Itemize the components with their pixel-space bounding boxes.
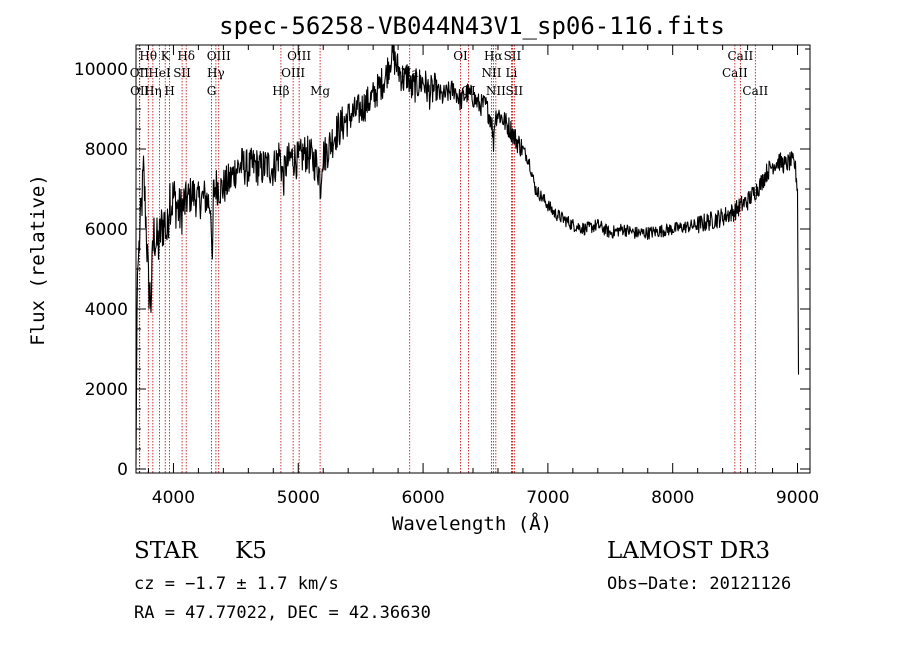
line-label-4: HeI xyxy=(148,66,171,80)
x-axis-label: Wavelength (Å) xyxy=(392,512,552,535)
line-label-21: NII xyxy=(486,84,506,98)
subclass-label: K5 xyxy=(235,538,267,564)
y-tick-label-4: 8000 xyxy=(85,140,128,160)
x-tick-label-1: 5000 xyxy=(277,488,320,508)
x-tick-label-2: 6000 xyxy=(401,488,444,508)
line-label-17: OI xyxy=(453,49,468,63)
line-label-0: Hθ xyxy=(139,49,157,63)
line-label-11: G xyxy=(207,84,217,98)
line-label-27: CaII xyxy=(742,84,768,98)
spectral-line-labels: Hθ OII OII K HeI Hη SII H Hδ OIII Hγ G Hβ OIII OIII Mg N… xyxy=(130,49,769,98)
line-label-10: Hγ xyxy=(207,66,225,80)
spectral-line-markers xyxy=(138,45,756,473)
y-tick-label-1: 2000 xyxy=(85,380,128,400)
y-axis-label: Flux (relative) xyxy=(27,174,49,346)
survey-label: LAMOST DR3 xyxy=(607,538,771,564)
line-label-13: OIII xyxy=(287,49,311,63)
line-label-25: CaII xyxy=(727,49,753,63)
line-label-15: Mg xyxy=(310,84,330,98)
y-tick-label-2: 4000 xyxy=(85,300,128,320)
line-label-8: Hδ xyxy=(177,49,195,63)
chart-title: spec-56258-VB044N43V1_sp06-116.fits xyxy=(219,12,725,40)
line-label-5: Hη xyxy=(144,84,162,98)
class-label: STAR xyxy=(134,538,198,564)
line-label-19: Hα xyxy=(484,49,503,63)
y-axis: 0 2000 4000 6000 8000 10000 xyxy=(74,48,810,480)
line-label-1: OII xyxy=(130,66,150,80)
x-tick-label-3: 7000 xyxy=(526,488,569,508)
coordinates-label: RA = 47.77022, DEC = 42.36630 xyxy=(134,603,431,623)
x-tick-label-0: 4000 xyxy=(152,488,195,508)
line-label-20: NII xyxy=(481,66,501,80)
plot-frame xyxy=(135,44,811,474)
object-class: STAR K5 xyxy=(134,538,267,564)
line-label-6: SII xyxy=(173,66,191,80)
spectrum-series-line xyxy=(135,45,800,466)
y-tick-label-0: 0 xyxy=(117,460,128,480)
line-label-22: SII xyxy=(504,49,522,63)
line-label-14: OIII xyxy=(281,66,305,80)
line-label-12: Hβ xyxy=(272,84,289,98)
line-label-2: OII xyxy=(130,84,150,98)
redshift-label: cz = −1.7 ± 1.7 km/s xyxy=(134,574,339,594)
line-label-24: SII xyxy=(505,84,523,98)
x-tick-label-4: 8000 xyxy=(651,488,694,508)
line-label-26: CaII xyxy=(722,66,748,80)
line-label-23: Li xyxy=(506,66,518,80)
x-axis: 4000 5000 6000 7000 8000 9000 xyxy=(147,45,819,508)
line-label-9: OIII xyxy=(207,49,231,63)
line-label-3: K xyxy=(161,49,171,63)
obs-date-label: Obs−Date: 20121126 xyxy=(607,574,792,594)
x-tick-label-5: 9000 xyxy=(776,488,819,508)
y-tick-label-5: 10000 xyxy=(74,60,128,80)
y-tick-label-3: 6000 xyxy=(85,220,128,240)
line-label-7: H xyxy=(164,84,174,98)
